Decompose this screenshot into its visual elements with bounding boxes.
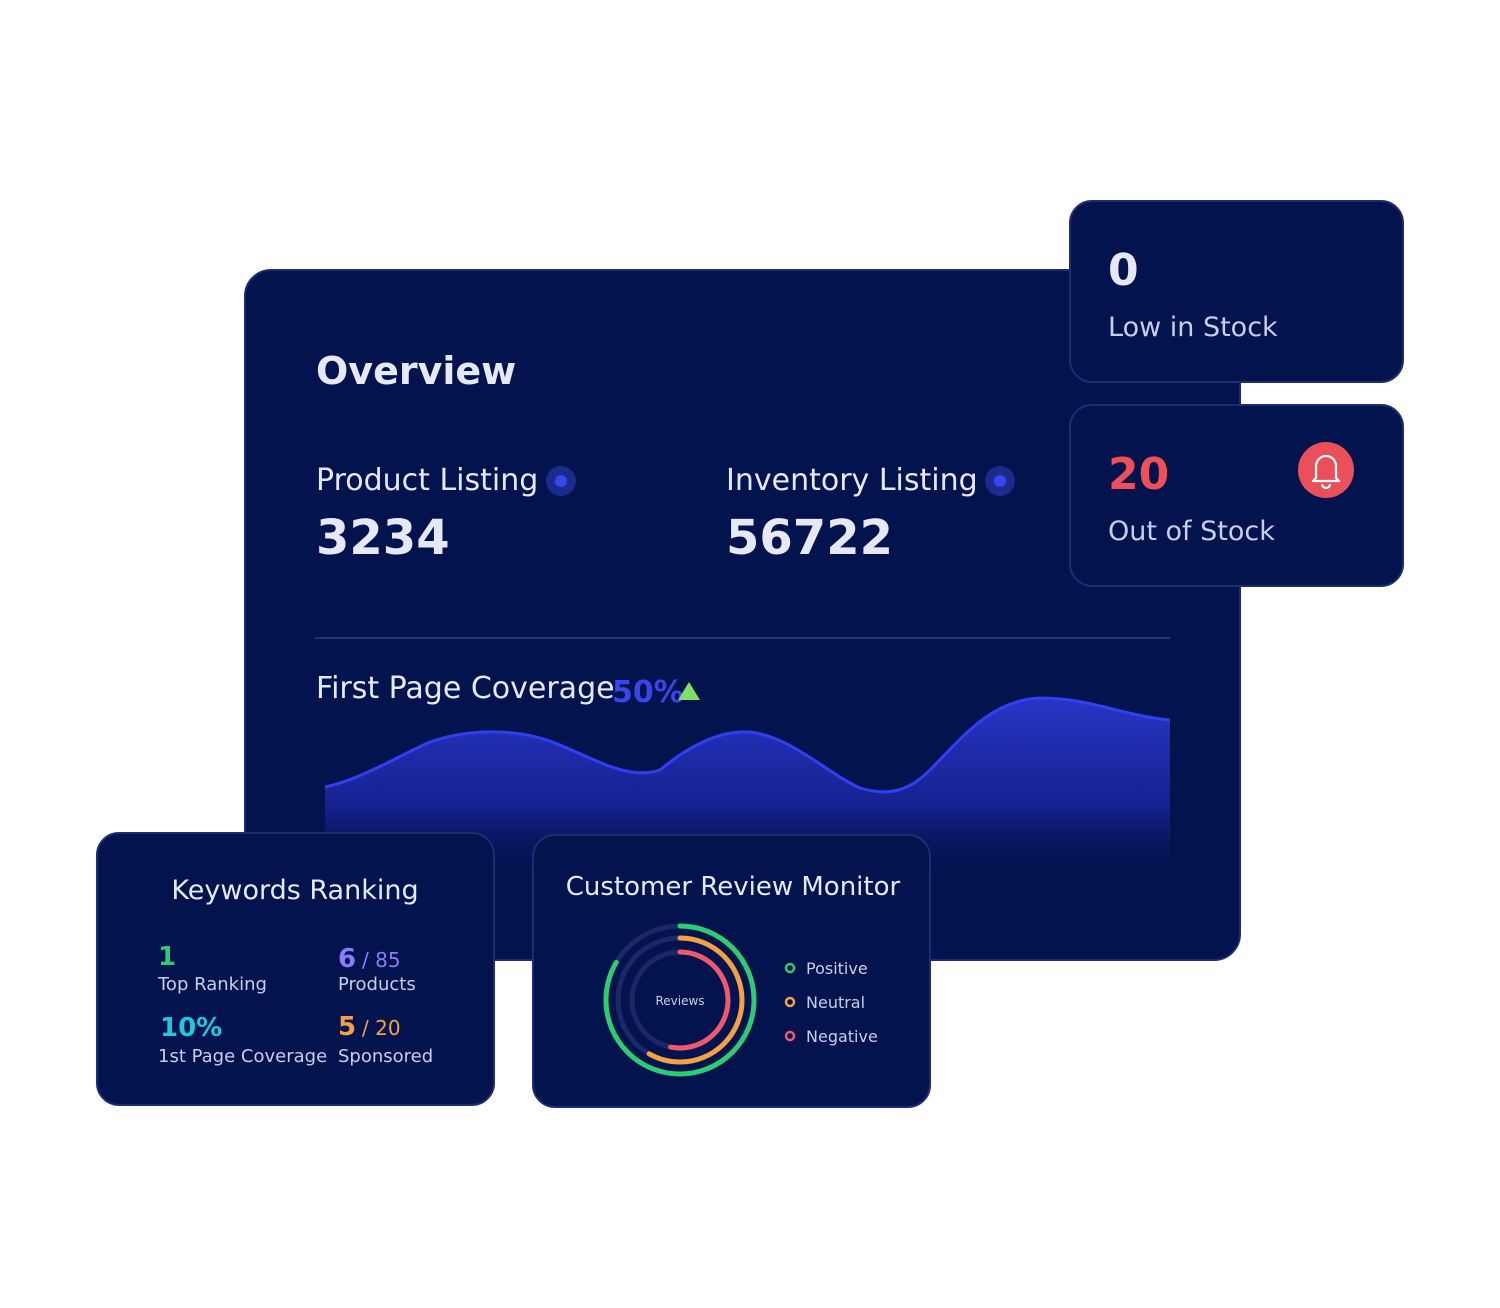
overview-title: Overview	[316, 349, 516, 393]
keyword-value: 10%	[160, 1013, 222, 1043]
up-arrow	[678, 682, 700, 700]
legend-marker	[784, 996, 796, 1008]
legend-label: Negative	[806, 1027, 878, 1046]
status-dot-inner	[994, 475, 1006, 487]
keywords-card	[96, 832, 495, 1106]
reviews-title: Customer Review Monitor	[566, 872, 901, 902]
out-of-stock-label: Out of Stock	[1108, 516, 1275, 547]
status-dot-inner	[555, 475, 567, 487]
legend-label: Positive	[806, 959, 868, 978]
ring-neutral	[615, 935, 745, 1065]
keyword-label: 1st Page Coverage	[158, 1046, 327, 1067]
keyword-value: 6	[338, 944, 356, 974]
keyword-label: Products	[338, 974, 416, 995]
coverage-value: 50%	[612, 675, 684, 710]
low-stock-label: Low in Stock	[1108, 312, 1278, 343]
low-stock-value: 0	[1108, 245, 1139, 296]
keyword-total: / 20	[362, 1016, 401, 1040]
keyword-value: 1	[158, 942, 176, 972]
keyword-value: 5	[338, 1012, 356, 1042]
legend-marker	[784, 1030, 796, 1042]
bell-icon	[1311, 454, 1341, 490]
product-listing-value: 3234	[316, 510, 450, 566]
legend-marker	[784, 962, 796, 974]
inventory-listing-value: 56722	[726, 510, 893, 566]
keyword-label: Top Ranking	[157, 974, 267, 995]
bell-badge	[1298, 442, 1354, 498]
keyword-total: / 85	[362, 948, 401, 972]
keyword-label: Sponsored	[338, 1046, 433, 1067]
legend-label: Neutral	[806, 993, 865, 1012]
ring-center-label: Reviews	[655, 994, 704, 1008]
review-rings	[603, 923, 757, 1077]
ring-negative	[629, 949, 731, 1051]
low-stock-card	[1069, 200, 1404, 383]
wave-line	[324, 696, 1171, 794]
keywords-title: Keywords Ranking	[171, 875, 418, 906]
wave-area	[325, 698, 1170, 880]
product-listing-label: Product Listing	[316, 463, 538, 498]
inventory-listing-label: Inventory Listing	[726, 463, 978, 498]
coverage-label: First Page Coverage	[316, 671, 615, 706]
out-of-stock-value: 20	[1108, 449, 1169, 500]
ring-positive	[603, 923, 757, 1077]
